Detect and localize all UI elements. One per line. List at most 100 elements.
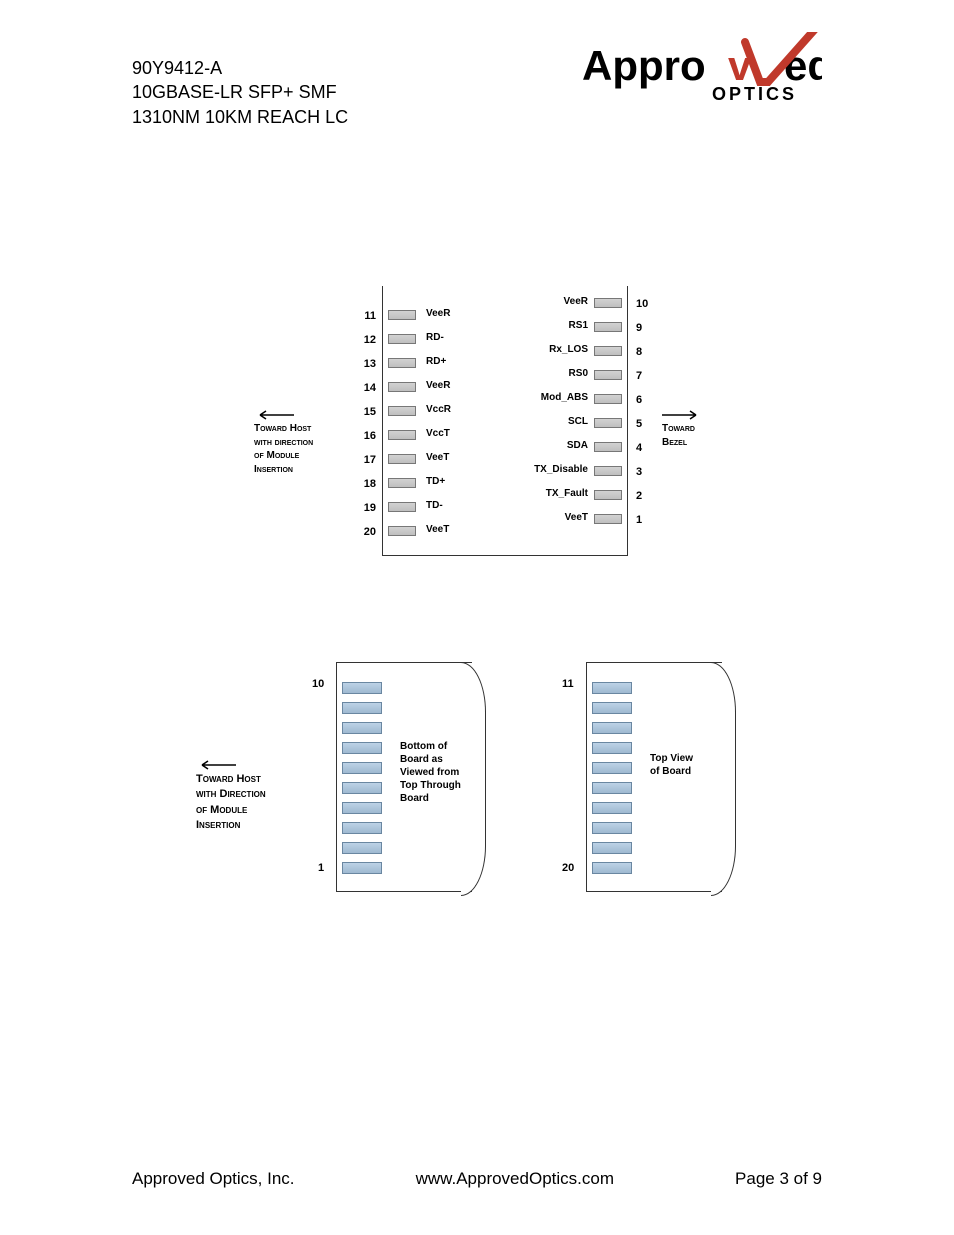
pin-num-9: 9 (636, 316, 656, 340)
pad-19 (388, 502, 416, 512)
pad-20 (388, 526, 416, 536)
br-c2: of Board (650, 765, 693, 778)
pinout-right-numbers: 10 9 8 7 6 5 4 3 2 1 (636, 292, 656, 532)
bpad (342, 722, 382, 734)
lbl-4: SDA (522, 440, 588, 451)
board-top-view: 11 20 Top View of Board (552, 662, 722, 892)
bpad (342, 782, 382, 794)
pad-17 (388, 454, 416, 464)
lbl-15: VccR (426, 404, 451, 415)
pad-8 (594, 346, 622, 356)
pad-13 (388, 358, 416, 368)
pin-num-3: 3 (636, 460, 656, 484)
pad-6 (594, 394, 622, 404)
bpad (592, 762, 632, 774)
pad-7 (594, 370, 622, 380)
lbl-19: TD- (426, 500, 443, 511)
pin-num-12: 12 (356, 328, 376, 352)
pin-num-14: 14 (356, 376, 376, 400)
page: 90Y9412-A 10GBASE-LR SFP+ SMF 1310NM 10K… (0, 0, 954, 1235)
toward-host-label: Toward Host with direction of Module Ins… (254, 410, 313, 476)
pad-14 (388, 382, 416, 392)
lbl-18: TD+ (426, 476, 445, 487)
pinout-left-numbers: 11 12 13 14 15 16 17 18 19 20 (356, 304, 376, 544)
pad-11 (388, 310, 416, 320)
host-l3: of Module (254, 449, 313, 463)
board-right-botnum: 20 (562, 862, 574, 874)
pin-num-8: 8 (636, 340, 656, 364)
lbl-13: RD+ (426, 356, 446, 367)
pad-15 (388, 406, 416, 416)
pin-num-19: 19 (356, 496, 376, 520)
host-l1: Toward Host (254, 422, 313, 436)
lbl-12: RD- (426, 332, 444, 343)
arrow-left-icon (196, 760, 236, 770)
pin-num-2: 2 (636, 484, 656, 508)
arrow-left-icon (254, 410, 294, 420)
pad-1 (594, 514, 622, 524)
pad-16 (388, 430, 416, 440)
pin-num-13: 13 (356, 352, 376, 376)
pad-9 (594, 322, 622, 332)
lbl-5: SCL (522, 416, 588, 427)
pad-4 (594, 442, 622, 452)
page-footer: Approved Optics, Inc. www.ApprovedOptics… (132, 1169, 822, 1189)
logo-text-ed: ed (784, 42, 822, 89)
lbl-16: VccT (426, 428, 450, 439)
lbl-14: VeeR (426, 380, 450, 391)
bezel-l1: Toward (662, 422, 702, 436)
board-left-botnum: 1 (318, 862, 324, 874)
pin-num-18: 18 (356, 472, 376, 496)
lbl-7: RS0 (522, 368, 588, 379)
bpad (592, 742, 632, 754)
pin-num-10: 10 (636, 292, 656, 316)
board-left-caption: Bottom of Board as Viewed from Top Throu… (400, 740, 461, 805)
boards-host-l1: Toward Host (196, 772, 266, 787)
pad-18 (388, 478, 416, 488)
bl-c3: Viewed from (400, 766, 461, 779)
bpad (342, 802, 382, 814)
board-right-topnum: 11 (562, 678, 574, 690)
host-l4: Insertion (254, 463, 313, 477)
bpad (592, 802, 632, 814)
boards-host-l4: Insertion (196, 818, 266, 833)
lbl-9: RS1 (522, 320, 588, 331)
pin-num-16: 16 (356, 424, 376, 448)
lbl-8: Rx_LOS (514, 344, 588, 355)
logo-text-optics: OPTICS (712, 84, 797, 104)
logo-text-v: v (728, 42, 752, 89)
boards-host-l2: with Direction (196, 787, 266, 802)
pin-num-1: 1 (636, 508, 656, 532)
board-right-caption: Top View of Board (650, 752, 693, 778)
board-bottom-view: 10 1 Bottom of Board as Viewed from Top … (302, 662, 472, 892)
bpad (342, 762, 382, 774)
lbl-17: VeeT (426, 452, 449, 463)
toward-bezel-label: Toward Bezel (662, 410, 702, 449)
lbl-2: TX_Fault (506, 488, 588, 499)
pin-num-15: 15 (356, 400, 376, 424)
bpad (592, 822, 632, 834)
pin-num-6: 6 (636, 388, 656, 412)
bpad (342, 842, 382, 854)
bl-c1: Bottom of (400, 740, 461, 753)
bl-c4: Top Through (400, 779, 461, 792)
logo-text-appro: Appro (582, 42, 706, 89)
pin-num-11: 11 (356, 304, 376, 328)
bpad (342, 862, 382, 874)
bpad (342, 822, 382, 834)
bl-c5: Board (400, 792, 461, 805)
pad-2 (594, 490, 622, 500)
page-header: 90Y9412-A 10GBASE-LR SFP+ SMF 1310NM 10K… (132, 56, 822, 129)
board-views-diagram: Toward Host with Direction of Module Ins… (196, 662, 756, 894)
approved-optics-logo: Appro ed v OPTICS (582, 32, 822, 117)
footer-company: Approved Optics, Inc. (132, 1169, 295, 1189)
board-left-topnum: 10 (312, 678, 324, 690)
pin-num-7: 7 (636, 364, 656, 388)
lbl-6: Mod_ABS (506, 392, 588, 403)
pin-num-5: 5 (636, 412, 656, 436)
pin-num-20: 20 (356, 520, 376, 544)
bpad (592, 862, 632, 874)
pad-5 (594, 418, 622, 428)
bpad (342, 702, 382, 714)
boards-host-l3: of Module (196, 803, 266, 818)
